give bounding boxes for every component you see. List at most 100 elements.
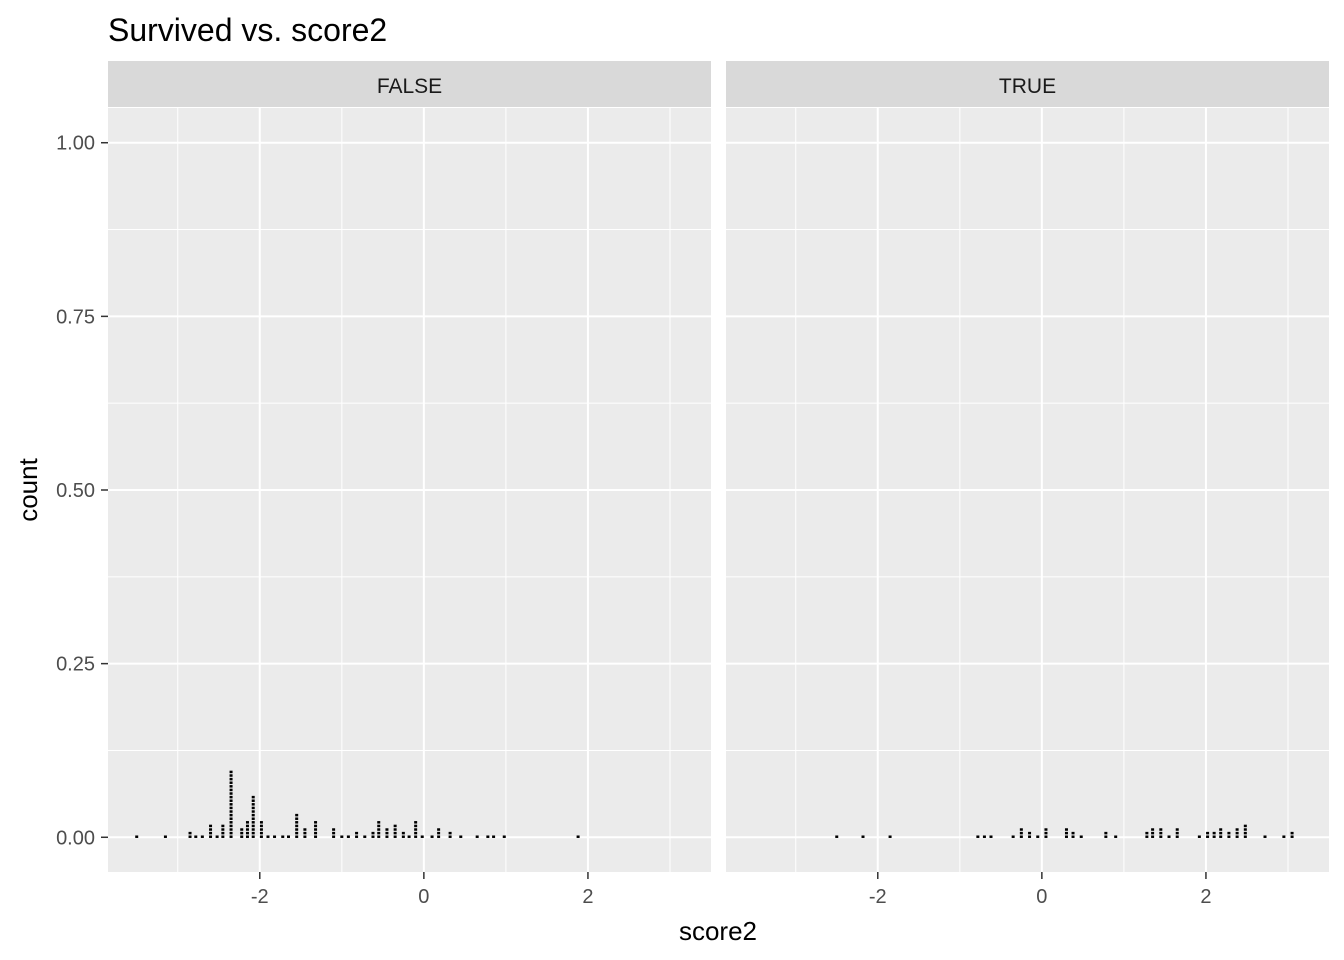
dot xyxy=(486,835,490,838)
dot xyxy=(1197,835,1201,838)
dot xyxy=(259,824,263,828)
dot xyxy=(371,835,375,838)
dot xyxy=(229,770,233,774)
dot xyxy=(209,835,213,838)
dot xyxy=(221,828,225,831)
dot xyxy=(1167,835,1171,838)
dot xyxy=(437,828,441,831)
dot xyxy=(229,795,233,799)
dot xyxy=(1282,835,1286,838)
dot xyxy=(295,813,299,817)
dot xyxy=(414,821,418,824)
dot xyxy=(332,831,336,835)
dot xyxy=(401,831,405,835)
dot xyxy=(1243,828,1247,831)
dot xyxy=(251,824,255,828)
dot xyxy=(1011,835,1015,838)
dot xyxy=(295,828,299,831)
dot xyxy=(209,824,213,828)
dot xyxy=(407,835,411,838)
dot xyxy=(576,835,580,838)
dot xyxy=(861,835,865,838)
dot xyxy=(1071,835,1075,838)
facet-strip-label: TRUE xyxy=(999,75,1056,98)
dot xyxy=(314,835,318,838)
dot xyxy=(251,828,255,831)
dot xyxy=(251,821,255,824)
dot xyxy=(1114,835,1118,838)
dot xyxy=(1212,831,1216,835)
dot xyxy=(414,835,418,838)
dot xyxy=(1151,831,1155,835)
y-axis-title: count xyxy=(13,457,43,521)
dots xyxy=(835,824,1294,838)
dot xyxy=(1175,828,1179,831)
dot xyxy=(1212,835,1216,838)
dot xyxy=(295,824,299,828)
dot xyxy=(188,835,192,838)
dot xyxy=(221,831,225,835)
dot xyxy=(281,835,285,838)
dot xyxy=(371,831,375,835)
dot xyxy=(251,835,255,838)
dot xyxy=(240,831,244,835)
y-tick-label: 1.00 xyxy=(56,133,95,155)
dot xyxy=(240,835,244,838)
dot xyxy=(229,835,233,838)
dot xyxy=(377,835,381,838)
dot xyxy=(259,828,263,831)
dot xyxy=(229,806,233,810)
dot xyxy=(251,813,255,817)
dot xyxy=(251,795,255,799)
dot xyxy=(1019,835,1023,838)
dot xyxy=(1235,835,1239,838)
dot xyxy=(1219,835,1223,838)
dot xyxy=(194,835,198,838)
dot xyxy=(1263,835,1267,838)
dot xyxy=(251,803,255,806)
dot xyxy=(1159,828,1163,831)
facet-strip-label: FALSE xyxy=(377,75,442,98)
dot xyxy=(401,835,405,838)
dot xyxy=(1206,835,1210,838)
dot xyxy=(200,835,204,838)
dot xyxy=(492,835,496,838)
dot xyxy=(251,810,255,813)
dot xyxy=(245,835,249,838)
dot xyxy=(1104,835,1108,838)
dot xyxy=(1235,828,1239,831)
dot xyxy=(135,835,139,838)
dot xyxy=(303,835,307,838)
dot xyxy=(229,828,233,831)
dot xyxy=(1028,835,1032,838)
facet-panel-true: TRUE -2 0 2 xyxy=(726,61,1329,908)
dot xyxy=(188,831,192,835)
dot xyxy=(1145,835,1149,838)
x-tick-label: 2 xyxy=(1200,886,1211,908)
dot xyxy=(1175,835,1179,838)
dot xyxy=(229,821,233,824)
dot xyxy=(1235,831,1239,835)
y-tick-label: 0.00 xyxy=(56,827,95,849)
facet-strip xyxy=(726,61,1329,107)
dot xyxy=(251,817,255,820)
dot xyxy=(259,831,263,835)
dot xyxy=(245,831,249,835)
x-tick-label: -2 xyxy=(869,886,887,908)
dot xyxy=(245,824,249,828)
dot xyxy=(437,831,441,835)
chart-title: Survived vs. score2 xyxy=(108,12,387,48)
dot xyxy=(430,835,434,838)
dot xyxy=(393,824,397,828)
dot xyxy=(414,824,418,828)
dot xyxy=(215,835,219,838)
dot xyxy=(1151,835,1155,838)
gridlines xyxy=(108,108,711,872)
x-axis: -2 0 2 xyxy=(869,872,1212,908)
dot xyxy=(332,835,336,838)
dot xyxy=(259,821,263,824)
dot xyxy=(295,835,299,838)
dot xyxy=(259,835,263,838)
dot xyxy=(229,831,233,835)
dot xyxy=(377,831,381,835)
